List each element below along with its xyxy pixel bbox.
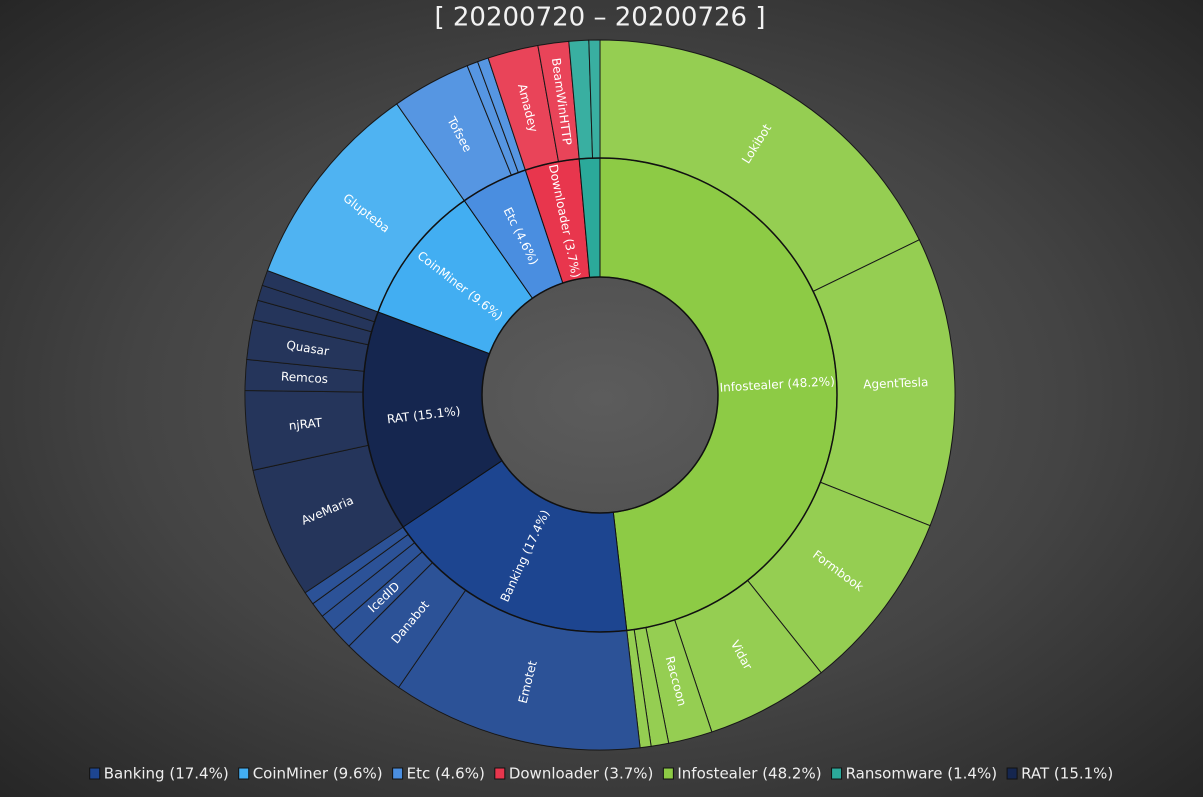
outer-shade (312, 534, 415, 617)
legend-swatch (238, 767, 250, 780)
legend-label: Infostealer (48.2%) (677, 765, 821, 783)
legend-label: Ransomware (1.4%) (846, 765, 998, 783)
segment-label: Remcos (281, 369, 329, 386)
legend-swatch (392, 767, 404, 780)
legend-label: Etc (4.6%) (407, 765, 485, 783)
outer-shade (634, 627, 669, 747)
chart-title: [ 20200720 – 20200726 ] (434, 3, 765, 33)
outer-shade (246, 319, 369, 372)
outer-shade (477, 58, 526, 173)
outer-shade (305, 526, 409, 604)
outer-shade (253, 445, 404, 593)
hole-edge (481, 276, 719, 514)
legend-swatch (662, 767, 674, 780)
legend-label: CoinMiner (9.6%) (253, 765, 383, 783)
outer-shade (322, 542, 423, 630)
outer-shade (626, 629, 652, 748)
outer-shade (245, 390, 369, 471)
outer-shade (396, 65, 512, 201)
outer-shade (333, 551, 433, 647)
segment-label: njRAT (288, 416, 323, 433)
outer-shade (398, 590, 641, 750)
outer-shade (600, 40, 920, 292)
outer-shade (267, 103, 465, 312)
outer-shade (245, 359, 365, 393)
outer-shade (348, 562, 466, 688)
outer-shade (262, 270, 379, 322)
outer-shade (257, 285, 375, 332)
outer-shade (813, 239, 955, 526)
legend-label: RAT (15.1%) (1021, 765, 1113, 783)
outer-shade (253, 300, 372, 345)
legend-swatch (494, 767, 506, 780)
segment-label: Infostealer (48.2%) (719, 374, 835, 394)
outer-shade (674, 580, 822, 732)
legend-swatch (831, 767, 843, 780)
legend-label: Banking (17.4%) (104, 765, 229, 783)
outer-shade (747, 482, 931, 673)
segment-label: AgentTesla (863, 375, 929, 391)
segment-label: Quasar (285, 338, 330, 359)
outer-shade (467, 61, 519, 176)
ring-edge (362, 157, 838, 633)
outer-shade (645, 619, 712, 744)
legend: Banking (17.4%) CoinMiner (9.6%) Etc (4.6%… (89, 765, 1113, 783)
legend-swatch (1006, 767, 1018, 780)
outer-shade (568, 40, 593, 159)
legend-swatch (89, 767, 101, 780)
legend-label: Downloader (3.7%) (509, 765, 654, 783)
outer-shade (537, 41, 580, 162)
outer-shade (488, 45, 559, 171)
outer-shade (588, 40, 600, 159)
